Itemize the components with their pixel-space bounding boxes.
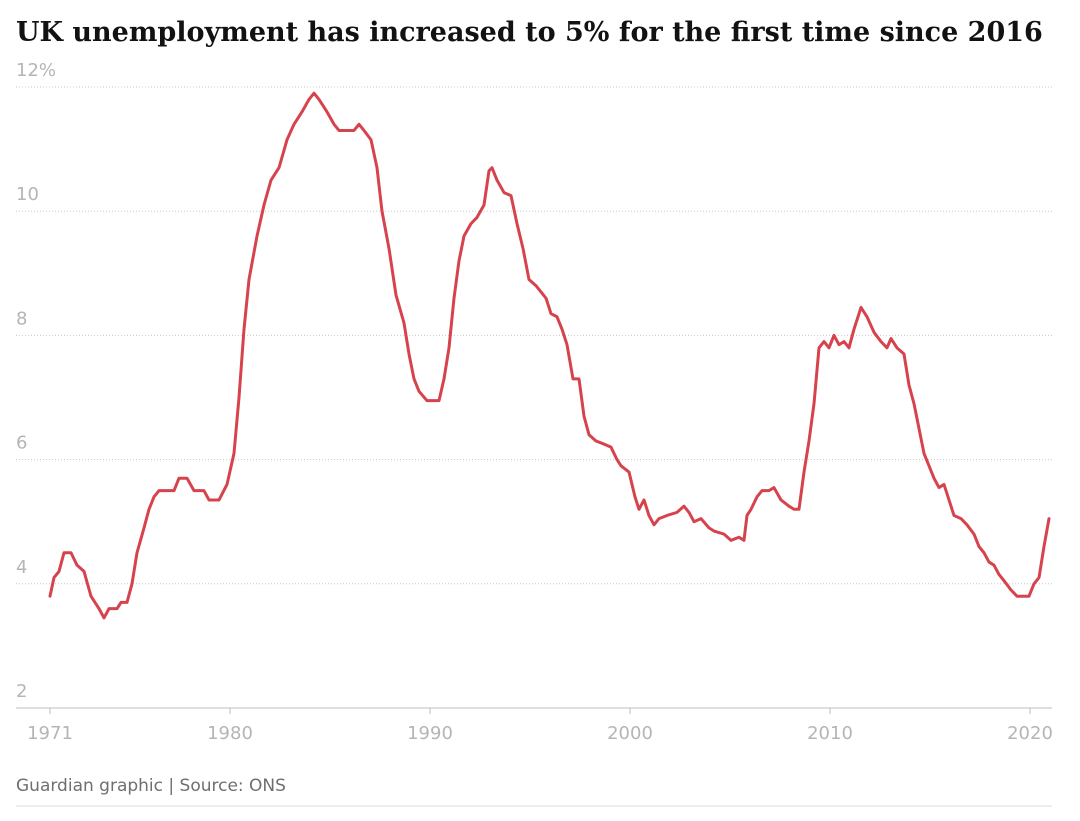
y-tick-label: 10	[16, 184, 39, 205]
x-tick-label: 2010	[807, 723, 853, 744]
data-line	[48, 91, 1051, 620]
y-tick-label: 6	[16, 433, 27, 454]
x-tick-label: 1971	[27, 723, 73, 744]
source-note: Guardian graphic | Source: ONS	[16, 776, 286, 796]
x-tick-label: 1990	[407, 723, 453, 744]
y-tick-label: 8	[16, 308, 27, 329]
y-tick-label: 4	[16, 557, 27, 578]
y-tick-label: 2	[16, 681, 27, 702]
y-tick-label: 12%	[16, 60, 56, 81]
x-tick-label: 2020	[1007, 723, 1053, 744]
x-tick-label: 2000	[607, 723, 653, 744]
chart-title: UK unemployment has increased to 5% for …	[16, 17, 1043, 48]
x-tick-label: 1980	[207, 723, 253, 744]
